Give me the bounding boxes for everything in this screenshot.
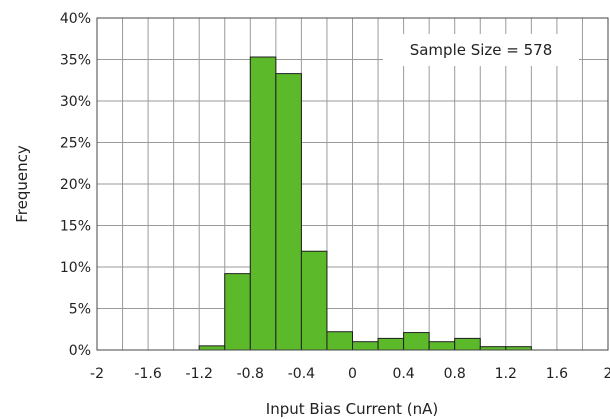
histogram-bar	[326, 331, 354, 351]
histogram-bar	[403, 332, 430, 351]
y-tick-label: 20%	[60, 177, 91, 193]
histogram-bar	[352, 341, 379, 351]
histogram-bar	[454, 337, 481, 351]
x-axis-label: Input Bias Current (nA)	[266, 400, 438, 418]
x-tick-label: 2	[604, 366, 610, 382]
x-tick-label: -1.6	[134, 366, 161, 382]
x-tick-label: 0.8	[444, 366, 466, 382]
y-axis-label: Frequency	[13, 145, 31, 223]
y-tick-label: 35%	[60, 53, 91, 69]
y-tick-labels: 0% 5% 10% 15% 20% 25% 30% 35% 40%	[60, 11, 91, 359]
y-tick-label: 10%	[60, 260, 91, 276]
y-tick-label: 5%	[69, 302, 91, 318]
histogram-bar	[198, 345, 226, 351]
histogram-bar	[249, 56, 277, 351]
bars	[198, 56, 532, 351]
x-tick-labels: -2 -1.6 -1.2 -0.8 -0.4 0 0.4 0.8 1.2 1.6 2	[90, 366, 610, 382]
y-tick-label: 30%	[60, 94, 91, 110]
y-tick-label: 15%	[60, 219, 91, 235]
histogram-bar	[428, 341, 456, 351]
x-tick-label: 1.2	[495, 366, 517, 382]
annotation-background	[383, 34, 579, 66]
y-tick-label: 40%	[60, 11, 91, 27]
x-tick-label: -0.4	[288, 366, 315, 382]
annotation: Sample Size = 578	[383, 34, 579, 66]
x-tick-label: 0.4	[392, 366, 414, 382]
histogram-bar	[377, 337, 405, 351]
x-tick-label: -1.2	[186, 366, 213, 382]
grid-lines	[97, 18, 608, 350]
sample-size-annotation: Sample Size = 578	[410, 41, 553, 59]
x-tick-label: -2	[90, 366, 104, 382]
x-tick-label: 1.6	[546, 366, 568, 382]
histogram-bar	[300, 250, 328, 351]
x-tick-label: -0.8	[237, 366, 264, 382]
histogram-bar	[224, 273, 251, 351]
y-tick-label: 25%	[60, 136, 91, 152]
histogram-bar	[275, 73, 302, 351]
plot-frame	[96, 17, 609, 351]
x-tick-label: 0	[348, 366, 357, 382]
y-tick-label: 0%	[69, 343, 91, 359]
